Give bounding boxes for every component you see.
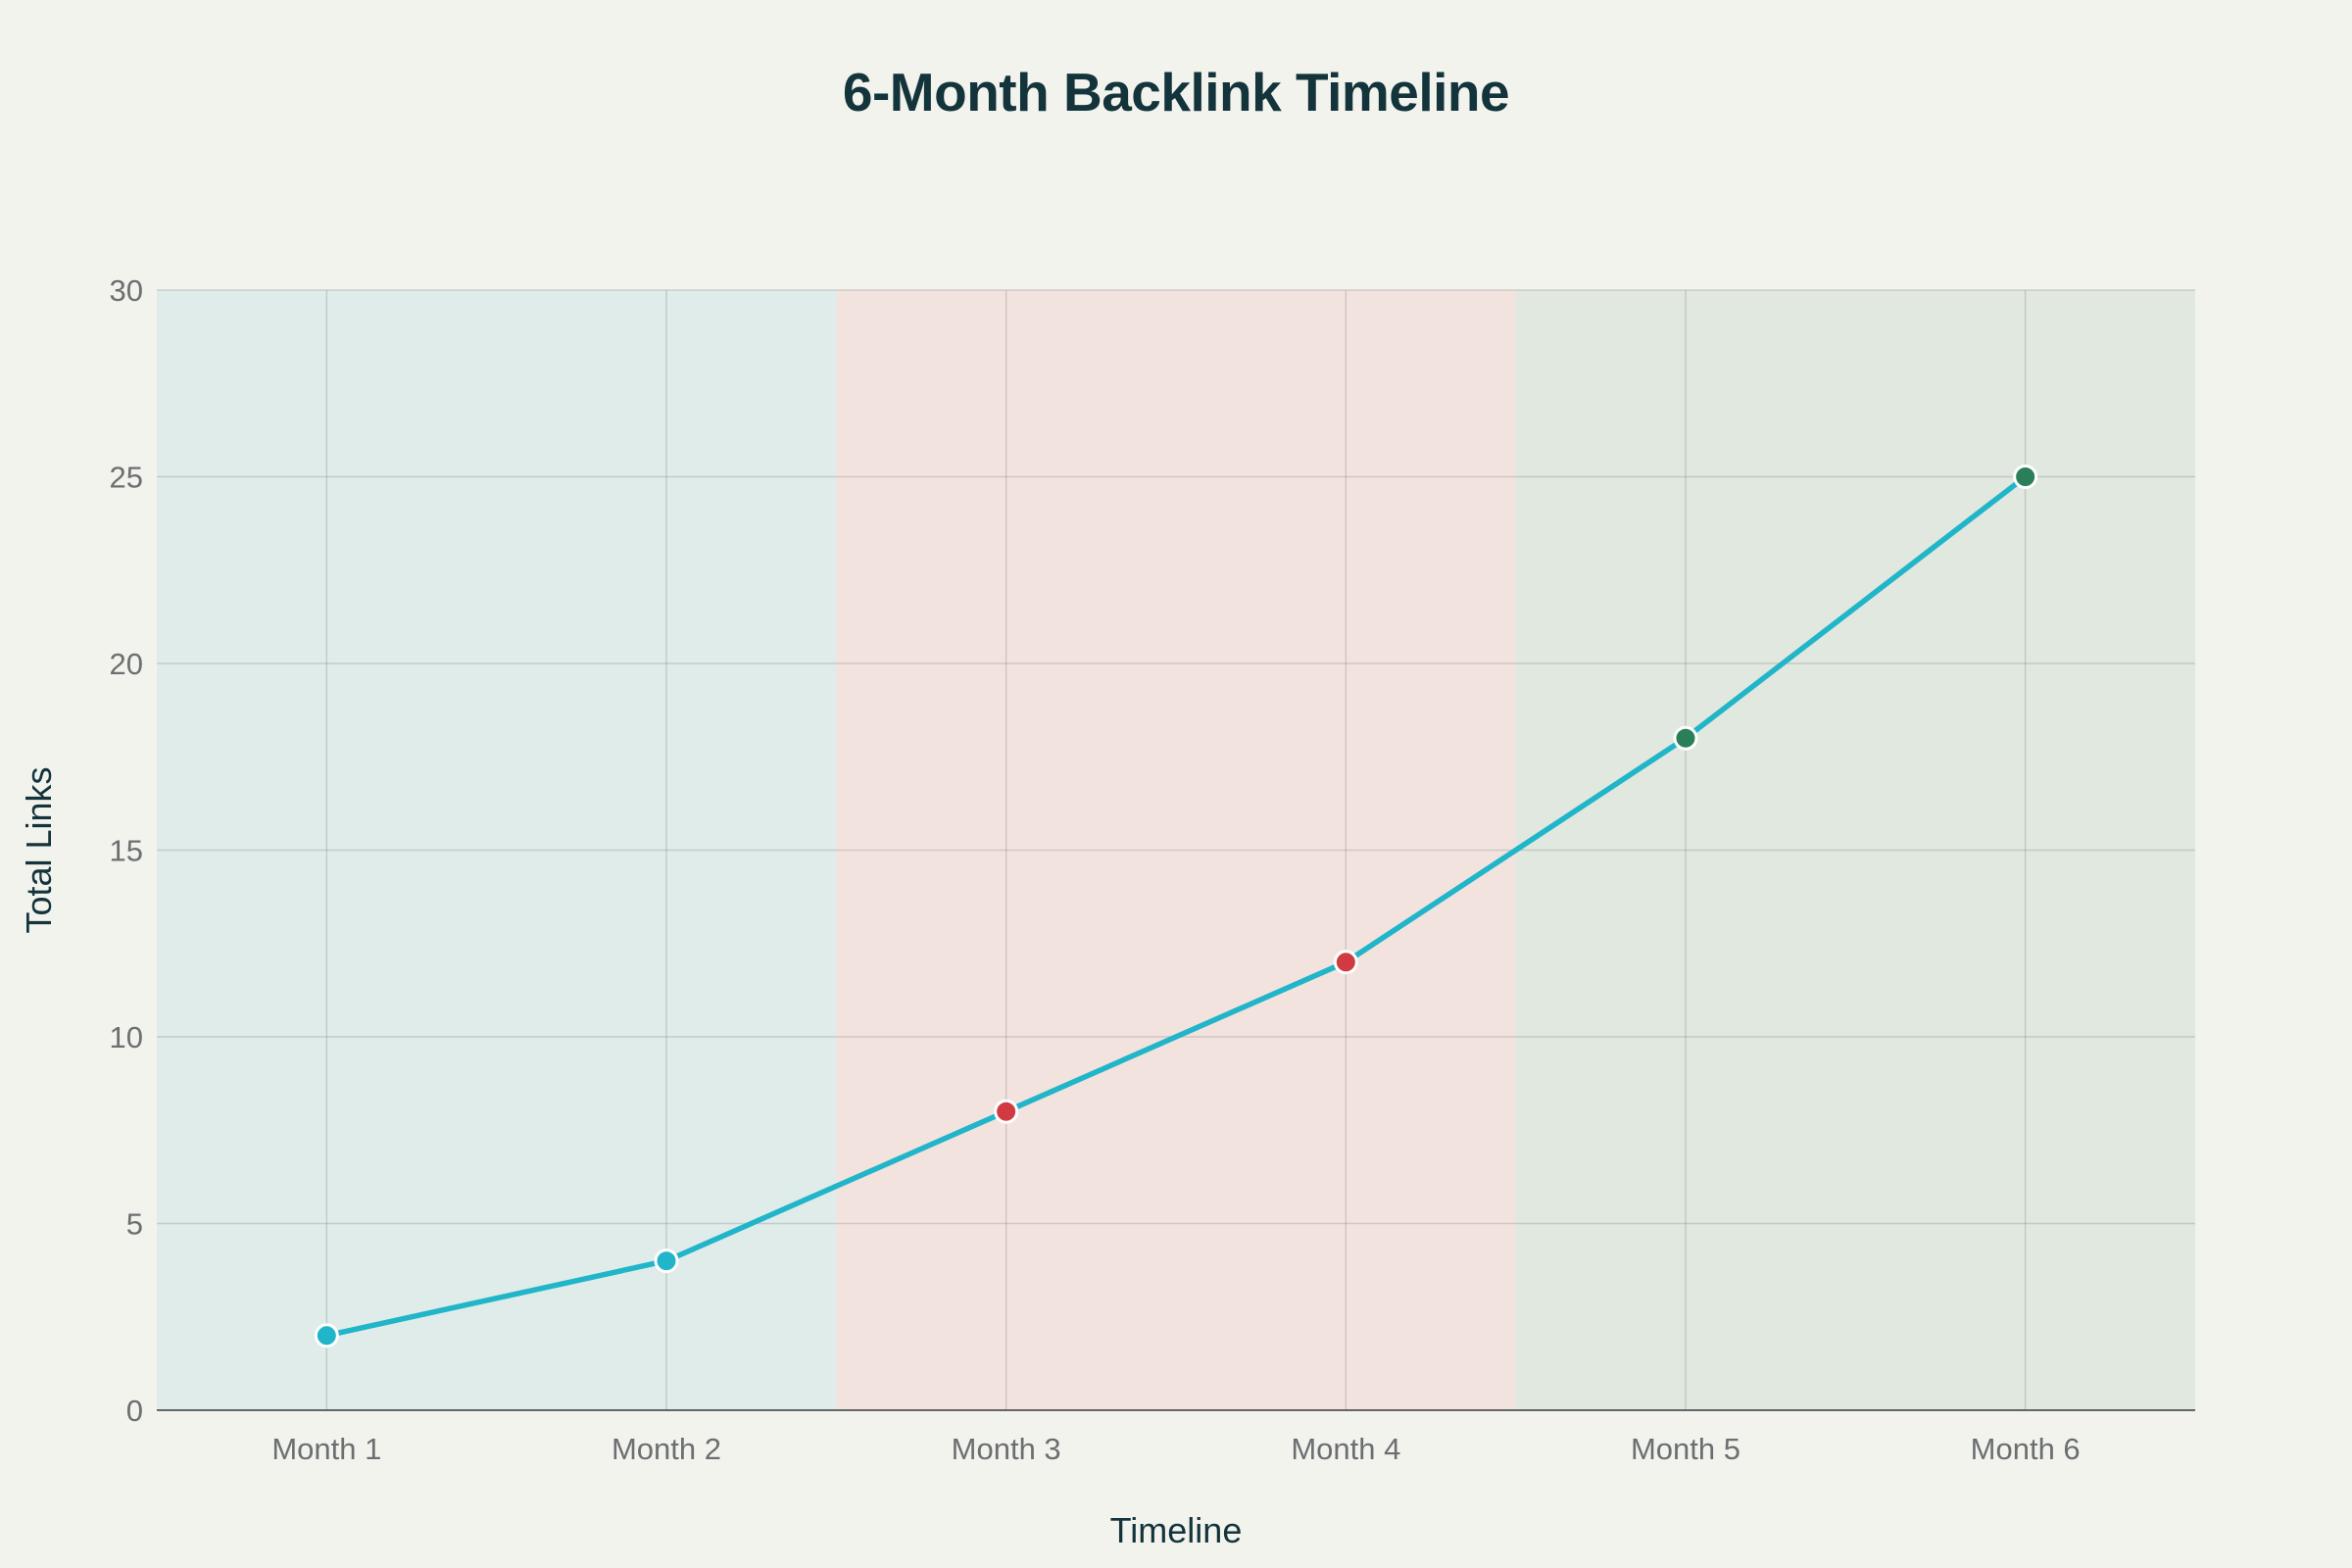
x-tick-label: Month 6 bbox=[1971, 1432, 2081, 1466]
data-point bbox=[654, 1249, 679, 1274]
y-tick-label: 15 bbox=[110, 834, 143, 868]
y-axis-ticks: 0 5 10 15 20 25 30 bbox=[110, 273, 143, 1428]
x-axis-ticks: Month 1 Month 2 Month 3 Month 4 Month 5 Month… bbox=[271, 1432, 2080, 1466]
y-axis-title: Total Links bbox=[19, 766, 59, 933]
x-axis-title: Timeline bbox=[1110, 1510, 1243, 1550]
y-tick-label: 10 bbox=[110, 1020, 143, 1054]
y-tick-label: 30 bbox=[110, 273, 143, 308]
series-line bbox=[325, 474, 2028, 1339]
y-tick-label: 25 bbox=[110, 461, 143, 495]
y-tick-label: 20 bbox=[110, 647, 143, 681]
background-band-2 bbox=[836, 290, 1516, 1410]
data-point bbox=[1333, 950, 1358, 975]
x-tick-label: Month 4 bbox=[1291, 1432, 1400, 1466]
y-tick-label: 0 bbox=[126, 1394, 143, 1428]
chart-title: 6-Month Backlink Timeline bbox=[842, 62, 1510, 122]
data-point bbox=[1673, 725, 1698, 751]
x-tick-label: Month 2 bbox=[612, 1432, 721, 1466]
x-tick-label: Month 1 bbox=[271, 1432, 381, 1466]
background-band-3 bbox=[1515, 290, 2195, 1410]
data-point bbox=[994, 1099, 1019, 1124]
x-tick-label: Month 3 bbox=[952, 1432, 1061, 1466]
y-tick-label: 5 bbox=[126, 1207, 143, 1242]
background-band-1 bbox=[157, 290, 837, 1410]
background-bands bbox=[157, 290, 2195, 1410]
data-point bbox=[314, 1323, 339, 1348]
x-tick-label: Month 5 bbox=[1631, 1432, 1740, 1466]
data-points bbox=[314, 465, 2038, 1348]
data-point bbox=[2013, 465, 2038, 489]
